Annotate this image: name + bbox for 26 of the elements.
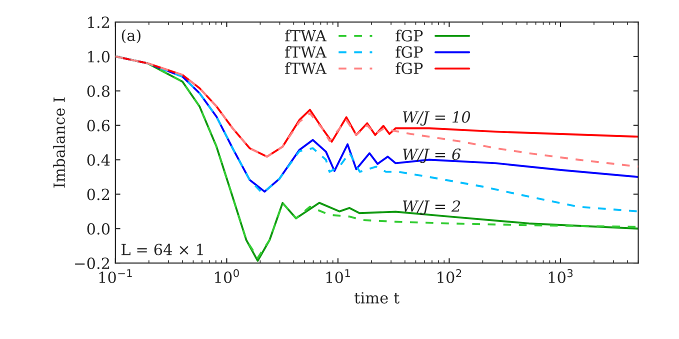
annotation: W/J = 10 [402, 111, 470, 126]
y-tick-label: 0.4 [87, 154, 110, 166]
x-tick-label: 10$^{0}$ [215, 269, 239, 284]
x-tick-label: 10$^{1}$ [326, 269, 350, 284]
legend-label: fTWA [285, 30, 327, 42]
y-tick-label: 0.2 [87, 188, 110, 200]
legend-label: fGP [396, 30, 423, 42]
annotation: W/J = 2 [402, 200, 460, 215]
x-axis-title: time t [354, 292, 400, 304]
y-tick-label: −0.2 [75, 258, 110, 270]
legend-label: fTWA [285, 46, 327, 58]
legend-label: fGP [396, 46, 423, 58]
legend-label: fGP [396, 62, 423, 74]
legend-label: fTWA [285, 62, 327, 74]
y-axis-title: Imbalance I [53, 98, 65, 188]
annotation: W/J = 6 [402, 148, 461, 164]
y-tick-label: 0.8 [87, 85, 110, 97]
y-tick-label: 0.0 [87, 223, 110, 235]
y-tick-label: 0.6 [87, 120, 110, 132]
x-tick-label: 10$^{3}$ [548, 269, 573, 284]
annotation: (a) [122, 29, 140, 44]
y-tick-label: 1.2 [88, 16, 110, 28]
annotation: L = 64 × 1 [122, 244, 203, 256]
y-tick-label: 1.0 [88, 50, 110, 62]
x-tick-label: 10$^{−1}$ [99, 269, 132, 284]
x-tick-label: 10$^{2}$ [438, 269, 462, 284]
